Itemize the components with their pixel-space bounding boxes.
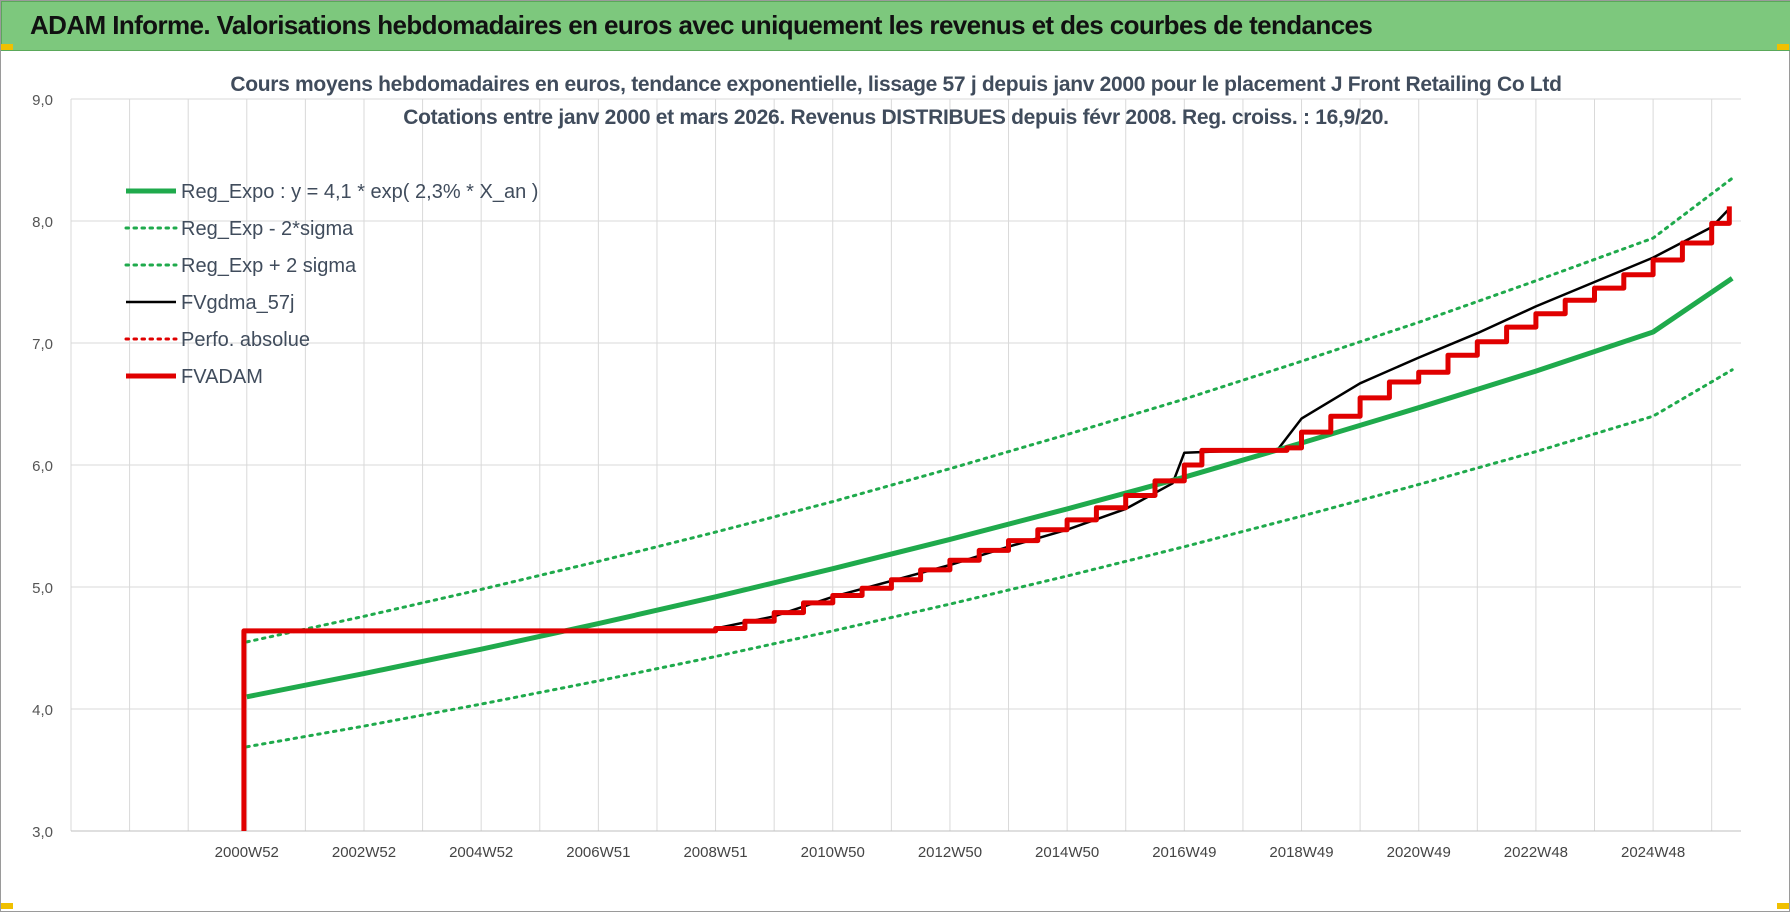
legend-label: Reg_Exp - 2*sigma [181, 218, 354, 240]
y-tick-label: 4,0 [32, 702, 53, 719]
x-tick-label: 2018W49 [1269, 844, 1333, 861]
y-tick-label: 9,0 [32, 92, 53, 109]
y-tick-label: 7,0 [32, 336, 53, 353]
legend-label: Perfo. absolue [181, 329, 310, 351]
corner-marker-top-left [1, 44, 13, 50]
legend-label: Reg_Expo : y = 4,1 * exp( 2,3% * X_an ) [181, 181, 538, 203]
series-line-0 [246, 276, 1734, 700]
line-chart: 3,0 4,0 5,0 6,0 7,0 8,0 9,0 2000W52 2002W52 2004W… [32, 92, 1741, 861]
x-tick-label: 2016W49 [1152, 844, 1216, 861]
series-line-2 [245, 176, 1734, 644]
chart-area: Cours moyens hebdomadaires en euros, ten… [1, 51, 1790, 913]
x-tick-label: 2010W50 [801, 844, 865, 861]
x-tick-label: 2008W51 [683, 844, 747, 861]
chart-subtitle: Cotations entre janv 2000 et mars 2026. … [403, 106, 1389, 129]
report-title: ADAM Informe. Valorisations hebdomadaire… [30, 10, 1373, 40]
x-tick-label: 2002W52 [332, 844, 396, 861]
x-tick-label: 2014W50 [1035, 844, 1099, 861]
legend-label: Reg_Exp + 2 sigma [181, 255, 357, 277]
y-tick-label: 6,0 [32, 458, 53, 475]
series-line-5 [241, 206, 1732, 831]
legend-label: FVADAM [181, 366, 263, 388]
y-tick-label: 3,0 [32, 824, 53, 841]
x-tick-label: 2012W50 [918, 844, 982, 861]
corner-marker-top-right [1777, 44, 1789, 50]
series-line-3 [715, 207, 1731, 630]
legend-label: FVgdma_57j [181, 292, 294, 314]
x-tick-label: 2006W51 [566, 844, 630, 861]
series-line-1 [245, 368, 1734, 749]
corner-marker-bottom-left [1, 903, 13, 909]
x-tick-label: 2024W48 [1621, 844, 1685, 861]
y-tick-label: 5,0 [32, 580, 53, 597]
x-tick-label: 2020W49 [1387, 844, 1451, 861]
x-tick-label: 2000W52 [215, 844, 279, 861]
x-tick-label: 2004W52 [449, 844, 513, 861]
x-tick-label: 2022W48 [1504, 844, 1568, 861]
corner-marker-bottom-right [1777, 903, 1789, 909]
report-banner: ADAM Informe. Valorisations hebdomadaire… [1, 1, 1790, 51]
chart-title: Cours moyens hebdomadaires en euros, ten… [230, 73, 1562, 96]
y-tick-label: 8,0 [32, 214, 53, 231]
